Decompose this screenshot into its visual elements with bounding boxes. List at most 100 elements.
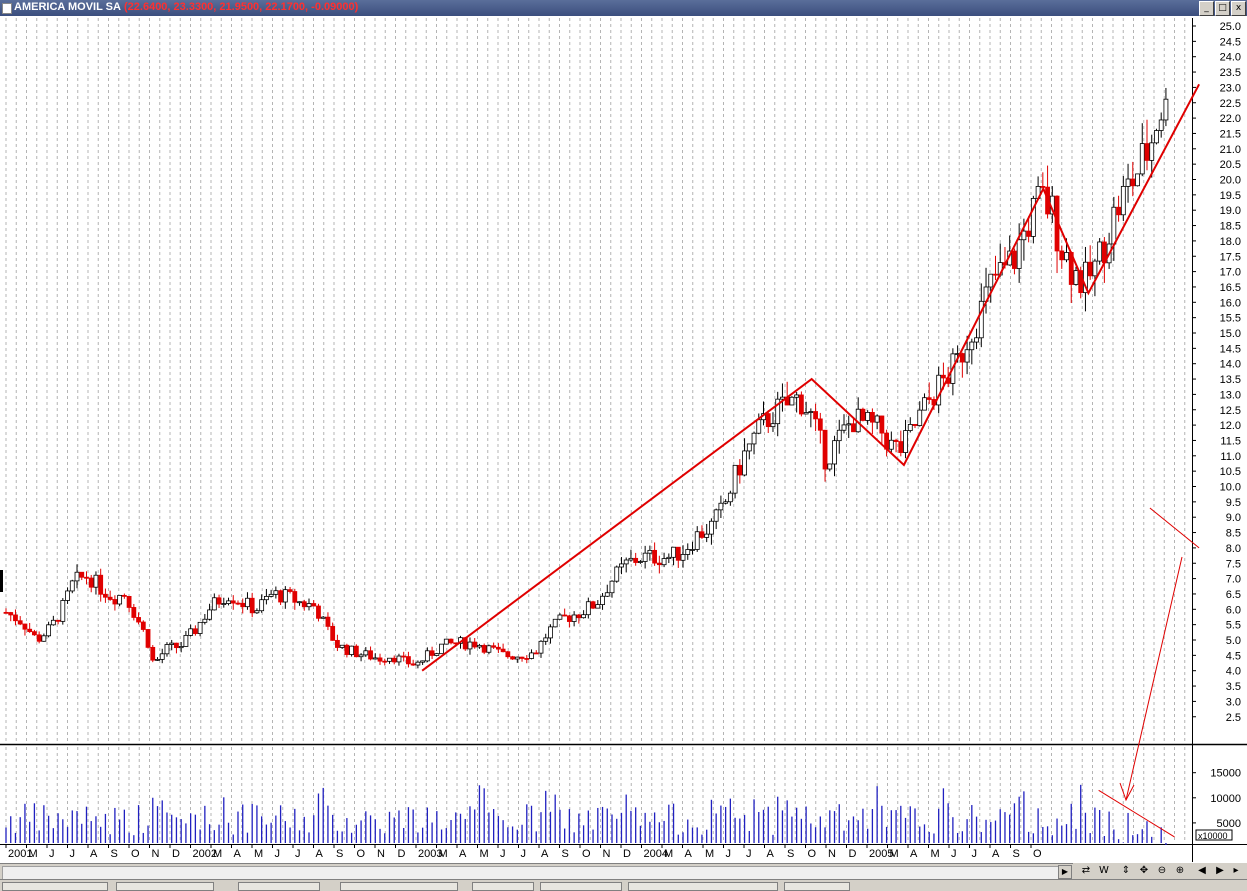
candle-body [619, 563, 624, 568]
candle-body [1059, 250, 1065, 261]
x-tick-label: O [582, 848, 591, 860]
candle-body [581, 614, 586, 619]
sync-button[interactable]: ⇄ [1081, 865, 1091, 876]
y-tick-label: 23.0 [1220, 82, 1241, 94]
candle-body [472, 641, 478, 648]
candle-body [865, 411, 871, 421]
candle-body [377, 657, 383, 662]
x-tick-label: J [951, 848, 957, 860]
x-tick-label: S [336, 848, 343, 860]
candle-body [477, 644, 482, 648]
volume-tick-label: 5000 [1217, 818, 1241, 830]
x-tick-label: S [111, 848, 118, 860]
status-field [472, 882, 534, 891]
candle-body [704, 533, 710, 538]
candle-body [822, 429, 828, 470]
candle-body [585, 601, 591, 616]
scale-button[interactable]: ⇕ [1121, 865, 1131, 876]
x-tick-label: D [398, 848, 406, 860]
color-palette[interactable] [238, 882, 320, 891]
candle-body [278, 590, 283, 603]
candle-body [1012, 250, 1017, 269]
candle-body [325, 616, 331, 627]
x-tick-label: A [90, 848, 98, 860]
horizontal-scrollbar[interactable]: ▶ [0, 863, 1073, 880]
candle-body [3, 611, 9, 614]
x-tick-label: 2001 [8, 848, 32, 860]
candle-body [765, 413, 771, 428]
candle-body [860, 408, 866, 421]
y-tick-label: 13.0 [1220, 389, 1241, 401]
candle-body [1135, 173, 1140, 187]
candle-body [543, 637, 549, 642]
y-tick-label: 21.0 [1220, 144, 1241, 156]
candle-body [372, 657, 378, 660]
candle-body [737, 464, 743, 476]
candle-body [320, 616, 326, 619]
candle-body [183, 634, 189, 647]
candle-body [746, 443, 752, 452]
candle-body [22, 623, 28, 630]
scroll-right-button[interactable]: ▶ [1058, 865, 1072, 879]
scroll-track[interactable] [2, 866, 1068, 880]
scroll-end-button[interactable]: ▸ [1233, 865, 1239, 876]
candle-body [27, 628, 33, 633]
x-tick-label: D [172, 848, 180, 860]
x-tick-label: M [931, 848, 940, 860]
x-tick-label: J [726, 848, 732, 860]
candle-body [690, 549, 695, 551]
minimize-button[interactable]: _ [1199, 1, 1214, 16]
candle-body [633, 557, 639, 563]
candle-body [1130, 178, 1136, 187]
title-bar[interactable]: AMERICA MOVIL SA (22.6400, 23.3300, 21.9… [0, 0, 1247, 16]
scroll-left-button[interactable]: ◀ [1198, 865, 1206, 876]
candle-body [159, 653, 165, 660]
y-tick-label: 11.5 [1220, 435, 1241, 447]
x-tick-label: M [213, 848, 222, 860]
x-tick-label: 2005 [869, 848, 893, 860]
x-tick-label: N [603, 848, 611, 860]
y-tick-label: 15.5 [1220, 313, 1241, 325]
close-button[interactable]: x [1231, 1, 1246, 16]
candle-body [164, 644, 170, 655]
candle-body [727, 492, 733, 503]
weekly-button[interactable]: W [1099, 865, 1109, 876]
candle-body [832, 440, 837, 465]
maximize-button[interactable]: □ [1215, 1, 1230, 16]
candle-body [638, 561, 643, 563]
x-tick-label: A [541, 848, 549, 860]
x-tick-label: A [685, 848, 693, 860]
candle-body [685, 549, 691, 555]
candle-body [836, 429, 842, 442]
candle-body [382, 660, 388, 663]
candle-body [794, 394, 800, 398]
x-tick-label: O [357, 848, 366, 860]
candle-body [1087, 261, 1093, 277]
candle-body [93, 574, 99, 588]
candle-body [410, 663, 416, 666]
candle-body [117, 594, 123, 605]
y-tick-label: 19.0 [1220, 205, 1241, 217]
zoom-in-button[interactable]: ⊕ [1175, 865, 1185, 876]
y-tick-label: 18.0 [1220, 236, 1241, 248]
candle-body [1125, 178, 1131, 187]
x-tick-label: J [295, 848, 301, 860]
scroll-forward-button[interactable]: ▶ [1216, 865, 1224, 876]
candle-body [330, 625, 336, 641]
pan-button[interactable]: ✥ [1139, 865, 1149, 876]
x-tick-label: S [787, 848, 794, 860]
x-tick-label: A [910, 848, 918, 860]
candle-body [150, 646, 156, 661]
x-tick-label: J [972, 848, 978, 860]
candle-body [415, 661, 421, 666]
x-tick-label: M [890, 848, 899, 860]
candle-body [406, 656, 411, 665]
candle-body [874, 415, 880, 423]
zoom-out-button[interactable]: ⊖ [1157, 865, 1167, 876]
drawing-tools[interactable] [340, 882, 458, 891]
annotation-arrow [1125, 556, 1183, 801]
candle-body [192, 628, 198, 634]
y-tick-label: 9.0 [1226, 512, 1241, 524]
candle-body [803, 412, 809, 415]
y-tick-label: 13.5 [1220, 374, 1241, 386]
